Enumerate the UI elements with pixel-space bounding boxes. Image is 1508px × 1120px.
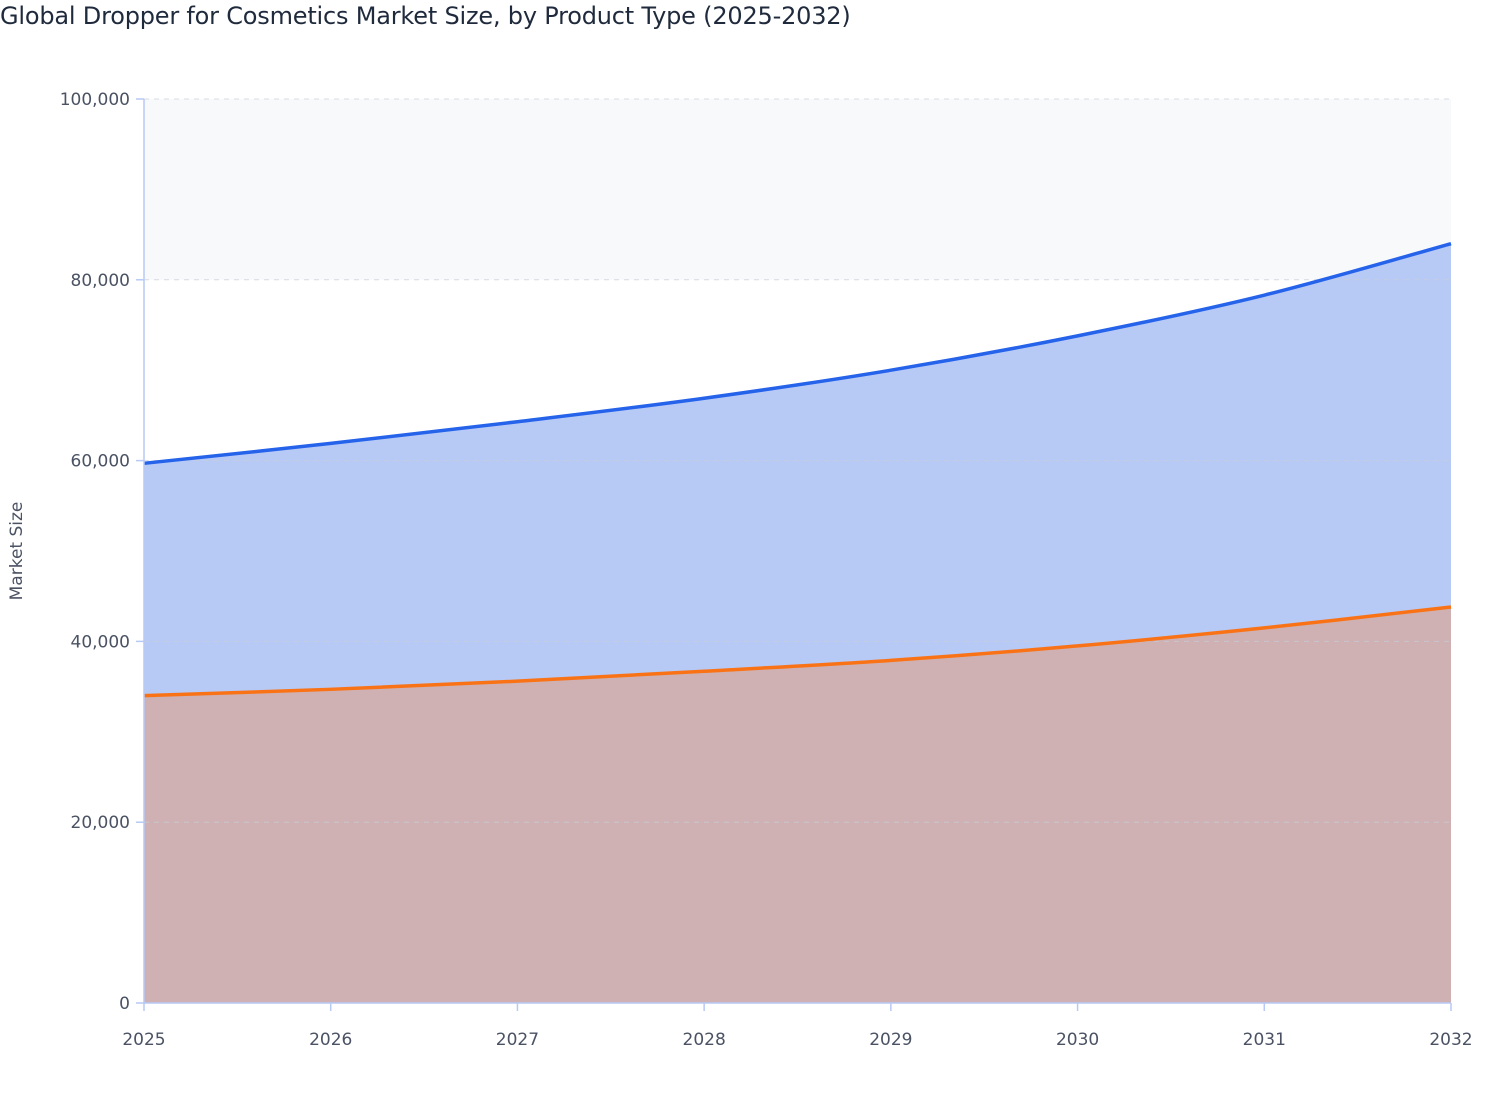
x-tick-label: 2030 xyxy=(1056,1030,1099,1050)
series-line-0 xyxy=(143,241,1452,466)
y-tick-label: 60,000 xyxy=(71,452,130,472)
x-tick-label: 2028 xyxy=(683,1030,726,1050)
x-tick-label: 2031 xyxy=(1243,1030,1286,1050)
grid-band xyxy=(144,99,1451,280)
y-tick-label: 40,000 xyxy=(71,632,130,652)
x-tick-label: 2032 xyxy=(1429,1030,1472,1050)
y-axis-label: Market Size xyxy=(7,502,27,601)
x-tick-label: 2026 xyxy=(309,1030,352,1050)
chart-title: Global Dropper for Cosmetics Market Size… xyxy=(0,2,851,30)
series-line-1 xyxy=(143,605,1452,698)
series-area-1 xyxy=(144,607,1451,1003)
x-tick-label: 2029 xyxy=(869,1030,912,1050)
x-tick-label: 2025 xyxy=(122,1030,165,1050)
x-tick-label: 2027 xyxy=(496,1030,539,1050)
y-tick-label: 0 xyxy=(119,994,130,1014)
y-tick-label: 80,000 xyxy=(71,271,130,291)
y-tick-label: 100,000 xyxy=(60,90,130,110)
y-tick-label: 20,000 xyxy=(71,813,130,833)
